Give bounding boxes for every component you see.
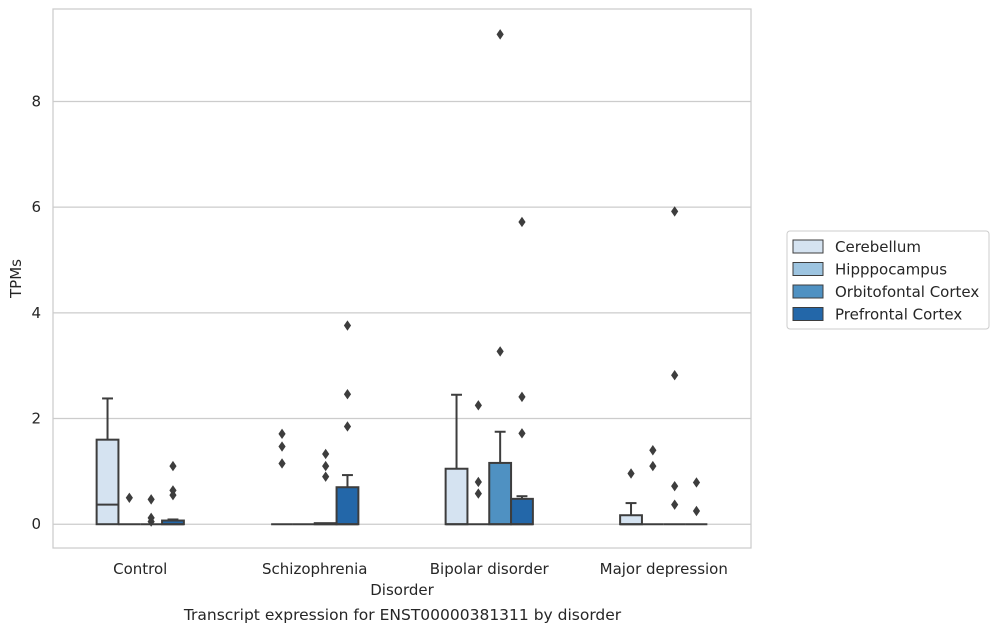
outlier-point (474, 488, 482, 499)
box-0-2 (140, 494, 163, 527)
y-tick-label: 2 (31, 410, 41, 428)
outlier-point (671, 370, 679, 381)
legend-swatch (792, 239, 824, 254)
x-tick-label: Bipolar disorder (430, 560, 550, 578)
box-2-2 (488, 29, 513, 526)
outlier-point (671, 206, 679, 217)
x-tick-labels: Control Schizophrenia Bipolar disorder Majo… (113, 560, 728, 578)
outlier-point (322, 448, 330, 460)
box-body (335, 486, 360, 526)
plot-frame (52, 8, 752, 549)
outlier-point (343, 320, 352, 331)
box-3-2 (663, 206, 686, 526)
box-0-3 (161, 460, 185, 526)
outlier-point (671, 499, 679, 510)
box-2-3 (510, 216, 534, 526)
outlier-point (322, 460, 330, 472)
x-axis-label: Disorder (370, 581, 434, 599)
y-tick-labels: 0 2 4 6 8 (31, 92, 41, 533)
outlier-point (496, 29, 504, 40)
legend-label: Orbitofontal Cortex (835, 283, 979, 301)
outlier-point (649, 460, 657, 472)
box-1-2 (313, 448, 338, 526)
x-tick-label: Control (113, 560, 167, 578)
legend-label: Cerebellum (835, 238, 921, 256)
outlier-point (125, 492, 133, 503)
y-tick-label: 0 (31, 515, 41, 533)
box-3-0 (619, 468, 643, 526)
outlier-point (496, 346, 504, 357)
outlier-point (692, 477, 701, 488)
outlier-point (518, 428, 526, 439)
gridlines (53, 100, 751, 525)
box-3-3 (685, 477, 708, 526)
y-tick-label: 8 (31, 92, 41, 110)
outlier-point (147, 494, 155, 505)
outlier-point (278, 441, 286, 452)
box-3-1 (641, 445, 664, 526)
box-body (444, 467, 469, 526)
x-tick-label: Schizophrenia (262, 560, 367, 578)
figure-caption: Transcript expression for ENST0000038131… (183, 606, 622, 624)
box-0-1 (118, 492, 141, 526)
outlier-point (518, 216, 526, 228)
outlier-point (518, 391, 526, 403)
y-tick-label: 4 (31, 304, 41, 322)
legend-frame (786, 230, 990, 330)
legend-label: Hipppocampus (835, 261, 947, 279)
box-2-1 (467, 400, 490, 526)
legend: Cerebellum Hipppocampus Orbitofontal Corte… (786, 230, 990, 330)
box-0-0 (95, 397, 120, 526)
box-body (510, 497, 534, 526)
outlier-point (278, 428, 286, 440)
outlier-point (278, 458, 286, 469)
box-1-0 (271, 428, 293, 526)
outlier-point (649, 445, 657, 456)
outlier-point (474, 400, 482, 411)
x-tick-label: Major depression (600, 560, 728, 578)
outlier-point (322, 471, 330, 482)
y-tick-label: 6 (31, 198, 41, 216)
outlier-point (692, 505, 701, 517)
outlier-point (627, 468, 635, 479)
legend-label: Prefrontal Cortex (835, 306, 962, 324)
outlier-point (671, 480, 679, 492)
outlier-point (169, 485, 177, 496)
box-body (619, 514, 643, 526)
outlier-point (343, 389, 352, 400)
box-body (95, 438, 120, 526)
outlier-point (474, 476, 482, 488)
legend-swatch (792, 262, 824, 276)
outlier-point (169, 460, 177, 472)
legend-swatch (792, 284, 824, 299)
boxes (95, 29, 708, 527)
box-2-0 (444, 393, 469, 526)
outlier-point (343, 421, 352, 432)
box-1-3 (335, 320, 360, 526)
y-axis-label: TPMs (7, 259, 25, 299)
legend-swatch (792, 307, 824, 321)
box-body (488, 461, 513, 526)
outlier-point (147, 512, 155, 524)
